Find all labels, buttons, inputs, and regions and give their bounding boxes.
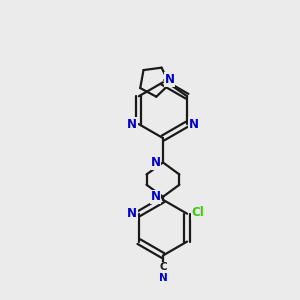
Text: N: N: [151, 190, 160, 203]
Text: N: N: [189, 118, 199, 130]
Text: C: C: [159, 262, 167, 272]
Text: N: N: [159, 273, 167, 283]
Text: N: N: [164, 73, 175, 86]
Text: Cl: Cl: [191, 206, 204, 219]
Text: N: N: [151, 156, 160, 169]
Text: N: N: [127, 118, 137, 130]
Text: N: N: [127, 207, 137, 220]
